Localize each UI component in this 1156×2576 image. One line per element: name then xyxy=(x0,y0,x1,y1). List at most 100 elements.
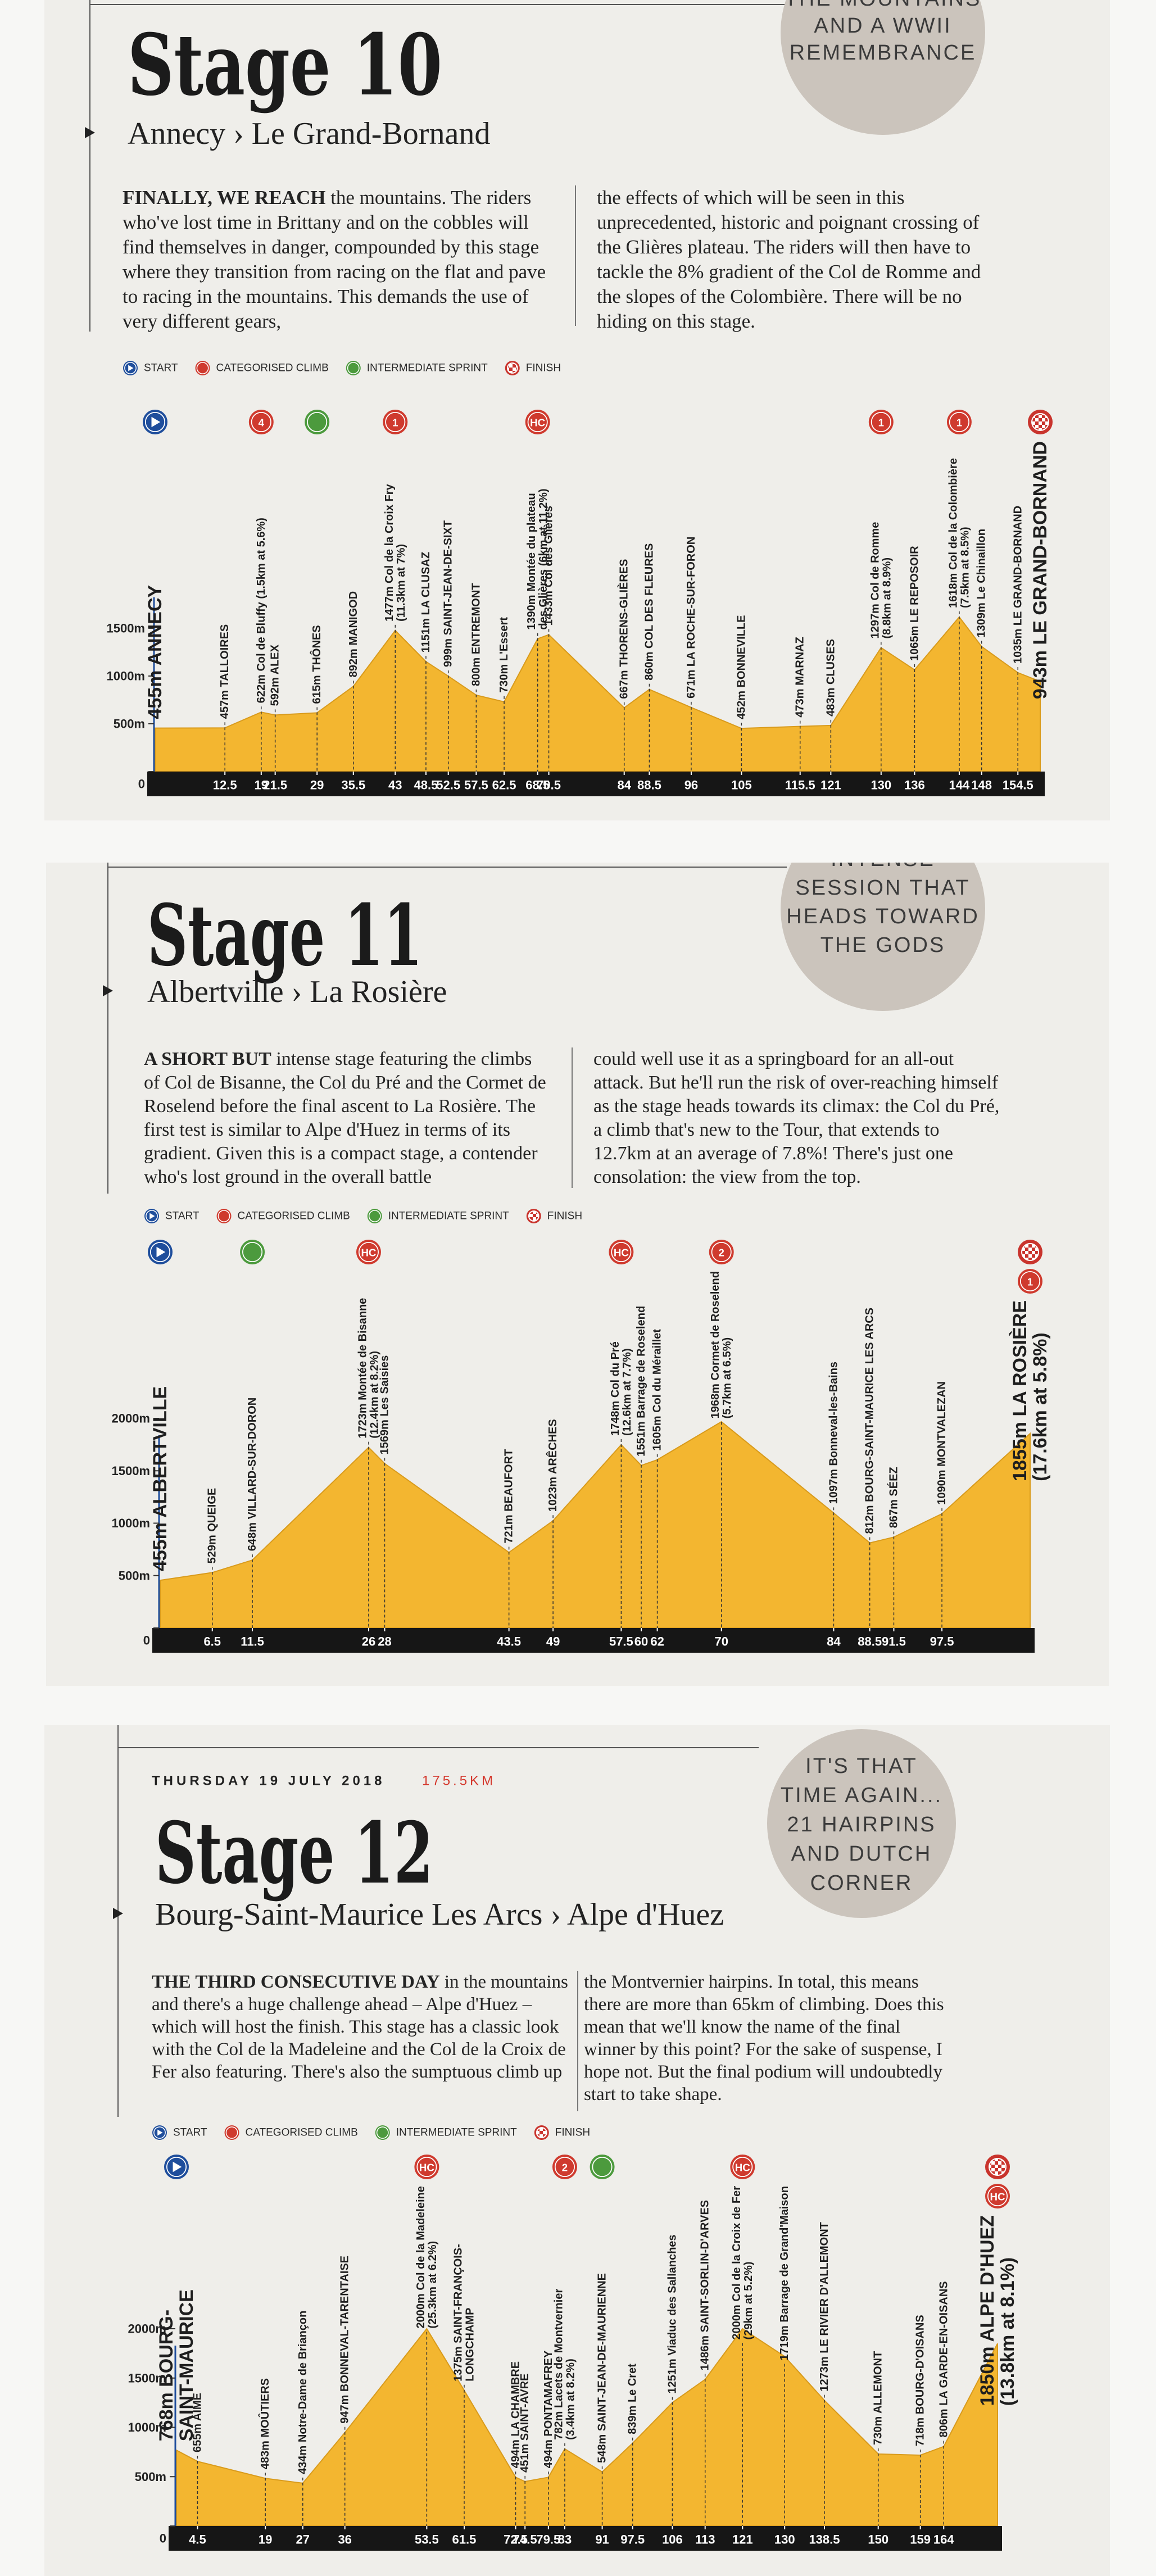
climb-icon-disc xyxy=(1018,1269,1042,1294)
body-column: could well use it as a springboard for a… xyxy=(593,1047,1001,1189)
climb-icon-ring xyxy=(251,411,271,433)
badge-circle xyxy=(767,1729,956,1918)
finish-icon xyxy=(505,361,520,375)
x-tick-label: 148 xyxy=(971,778,992,792)
badge-text: AND A WWII xyxy=(814,14,951,38)
climb-category: HC xyxy=(990,2191,1005,2203)
place-label: 483m MOÛTIERS xyxy=(258,2378,271,2469)
x-tick-label: 27 xyxy=(296,2533,310,2547)
climb-icon-ring xyxy=(949,411,969,433)
x-tick-label: 60 xyxy=(634,1635,648,1649)
place-label: 1748m Col du Pré xyxy=(609,1341,622,1436)
legend-label: CATEGORISED CLIMB xyxy=(216,362,329,374)
y-tick-label: 0 xyxy=(160,2532,166,2546)
place-label: (7.5km at 8.5%) xyxy=(959,527,971,608)
x-tick-label: 43.5 xyxy=(497,1635,521,1649)
x-tick-label: 68.5 xyxy=(525,778,550,792)
place-label: LONGCHAMP xyxy=(464,2308,476,2382)
x-tick-label: 113 xyxy=(695,2533,715,2547)
x-tick-label: 97.5 xyxy=(620,2533,645,2547)
place-label: 1097m Bonneval-les-Bains xyxy=(827,1362,840,1504)
place-label: 730m ALLEMONT xyxy=(872,2351,885,2445)
finish-icon-flag xyxy=(1021,1243,1039,1261)
body-column: THE THIRD CONSECUTIVE DAY in the mountain… xyxy=(152,1971,572,2083)
place-label: 800m ENTREMONT xyxy=(470,583,482,686)
climb-icon: 4 xyxy=(248,410,274,434)
x-tick-label: 28 xyxy=(378,1635,391,1649)
place-label: 655m AIME xyxy=(191,2393,203,2452)
climb-icon-ring xyxy=(225,2126,238,2139)
y-tick-label: 0 xyxy=(143,1634,150,1648)
distance-strip xyxy=(147,772,1045,796)
sprint-icon-ring xyxy=(347,362,360,374)
sprint-icon-ring xyxy=(242,1241,263,1263)
climb-icon-disc xyxy=(985,2184,1010,2208)
x-tick-label: 121 xyxy=(820,778,841,792)
legend-label: FINISH xyxy=(555,2127,590,2139)
badge-text: SESSION THAT xyxy=(795,876,970,900)
place-label: 867m SÉEZ xyxy=(887,1467,900,1528)
climb-icon-ring xyxy=(554,2156,575,2178)
badge-text: THE MOUNTAINS xyxy=(785,0,982,11)
place-label-major: (13.8km at 8.1%) xyxy=(997,2257,1018,2406)
start-icon-arrow xyxy=(157,2129,163,2136)
climb-icon: HC xyxy=(985,2184,1010,2208)
sprint-icon-disc xyxy=(305,410,330,434)
start-icon xyxy=(144,1209,159,1223)
climb-icon-disc xyxy=(224,2125,239,2140)
route: Bourg-Saint-Maurice Les Arcs › Alpe d'Hu… xyxy=(155,1897,724,1932)
x-tick-label: 130 xyxy=(774,2533,795,2547)
place-label: (12.4km at 8.2%) xyxy=(368,1351,380,1439)
x-tick-label: 72.5 xyxy=(504,2533,528,2547)
climb-category: HC xyxy=(614,1247,629,1259)
x-tick-label: 154.5 xyxy=(1003,778,1033,792)
y-tick-label: 2000m xyxy=(111,1412,150,1426)
climb-icon-ring xyxy=(987,2185,1008,2207)
place-label: 1023m ARÊCHES xyxy=(546,1419,559,1512)
place-label: 860m COL DES FLEURES xyxy=(643,543,655,681)
climb-icon-disc xyxy=(525,410,550,434)
place-label-major: 1850m ALPE D'HUEZ xyxy=(977,2215,998,2406)
climb-category: HC xyxy=(735,2162,750,2174)
x-tick-label: 52.5 xyxy=(436,778,460,792)
place-label: 812m BOURG-SAINT-MAURICE LES ARCS xyxy=(864,1308,876,1534)
climb-category: 1 xyxy=(878,417,884,429)
legend-label: FINISH xyxy=(547,1210,582,1222)
body-text: the Montvernier hairpins. In total, this… xyxy=(584,1972,944,2105)
x-tick-label: 62.5 xyxy=(492,778,516,792)
place-label: 947m BONNEVAL-TARENTAISE xyxy=(339,2256,351,2424)
climb-icon-ring xyxy=(196,362,209,374)
climb-icon-ring xyxy=(871,411,891,433)
y-tick-label: 1000m xyxy=(128,2420,166,2434)
y-tick-label: 1500m xyxy=(106,622,145,636)
climb-icon-ring xyxy=(416,2156,437,2178)
climb-icon: 1 xyxy=(946,410,972,434)
x-tick-label: 57.5 xyxy=(609,1635,633,1649)
legend-label: INTERMEDIATE SPRINT xyxy=(396,2127,517,2139)
x-tick-label: 11.5 xyxy=(241,1635,264,1649)
place-label: 1065m LE REPOSOIR xyxy=(908,546,921,661)
start-icon-arrow xyxy=(156,1246,166,1258)
x-tick-label: 88.5 xyxy=(858,1635,882,1649)
x-tick-label: 144 xyxy=(949,778,970,792)
climb-icon-disc xyxy=(414,2155,439,2179)
finish-icon xyxy=(1018,1240,1042,1264)
y-tick-label: 1000m xyxy=(111,1516,150,1530)
place-label: 1618m Col de la Colombière xyxy=(947,458,959,608)
start-icon-arrow xyxy=(149,1213,155,1219)
start-icon xyxy=(148,1240,173,1264)
climb-icon-disc xyxy=(195,361,210,375)
y-tick-label: 1500m xyxy=(111,1464,150,1478)
climb-category: 2 xyxy=(562,2162,568,2174)
body-text: the effects of which will be seen in thi… xyxy=(597,187,981,332)
x-tick-label: 121 xyxy=(732,2533,753,2547)
climb-icon-ring xyxy=(732,2156,753,2178)
x-tick-label: 115.5 xyxy=(785,778,815,792)
x-tick-label: 136 xyxy=(904,778,925,792)
finish-icon xyxy=(526,1209,541,1223)
start-icon-ring xyxy=(149,1241,171,1263)
route-marker xyxy=(85,127,95,138)
place-label: 473m MARNAZ xyxy=(794,637,806,717)
place-label: 483m CLUSES xyxy=(824,639,837,716)
